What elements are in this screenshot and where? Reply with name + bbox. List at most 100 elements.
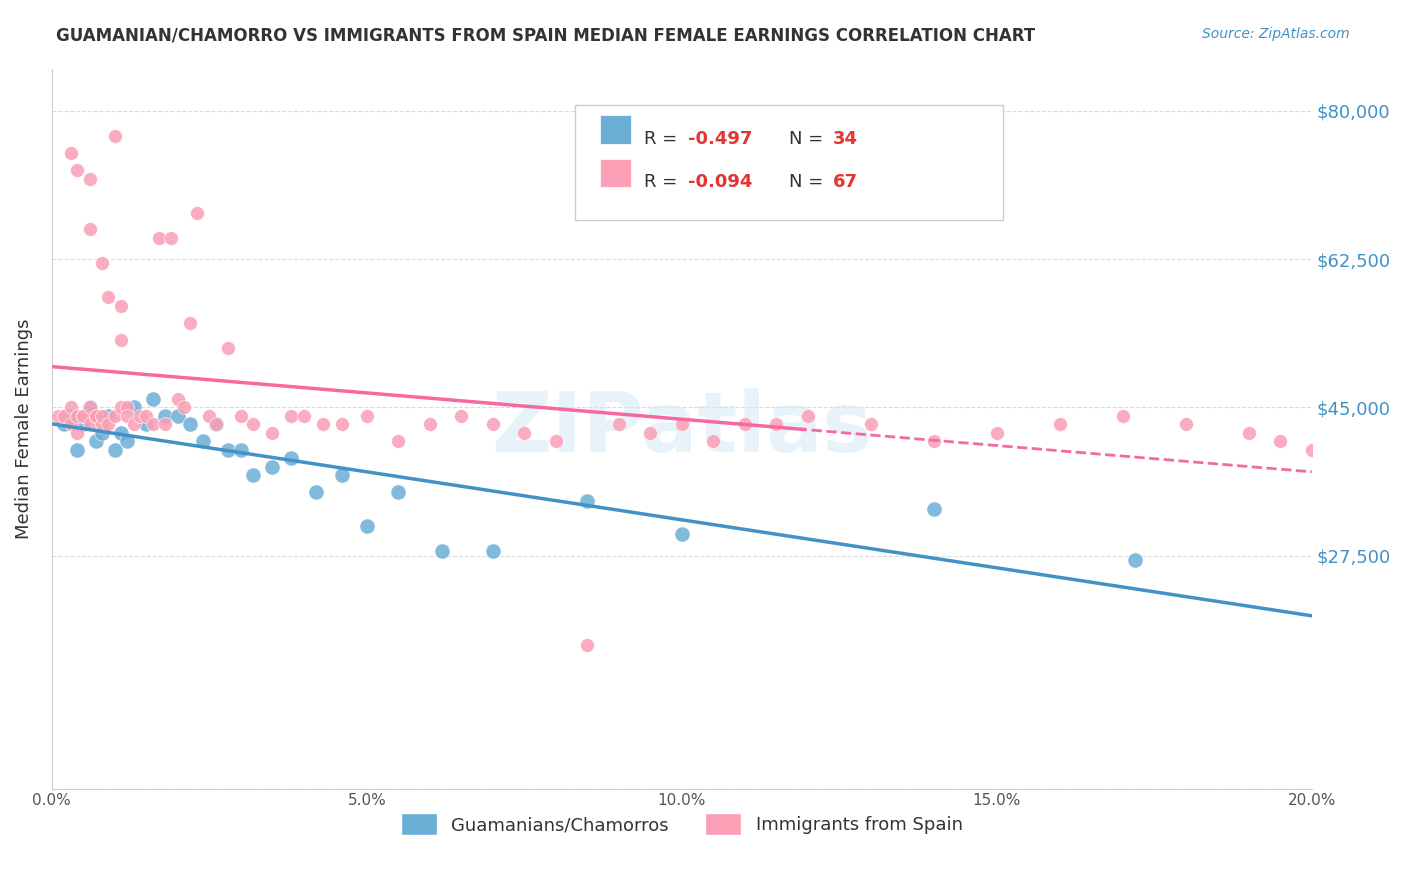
Immigrants from Spain xyxy=(1301,442,1323,457)
Guamanians/Chamorros xyxy=(59,409,82,423)
Guamanians/Chamorros xyxy=(166,409,188,423)
Guamanians/Chamorros xyxy=(72,417,94,432)
Immigrants from Spain xyxy=(142,417,165,432)
Immigrants from Spain xyxy=(129,409,152,423)
Immigrants from Spain xyxy=(153,417,176,432)
Bar xyxy=(600,159,631,187)
Guamanians/Chamorros xyxy=(280,451,302,466)
Immigrants from Spain xyxy=(46,409,69,423)
Immigrants from Spain xyxy=(734,417,756,432)
Immigrants from Spain xyxy=(117,409,139,423)
Guamanians/Chamorros xyxy=(79,401,101,415)
Immigrants from Spain xyxy=(79,171,101,186)
Immigrants from Spain xyxy=(110,401,132,415)
Guamanians/Chamorros xyxy=(117,434,139,449)
Guamanians/Chamorros xyxy=(84,434,107,449)
Immigrants from Spain xyxy=(91,256,114,270)
Immigrants from Spain xyxy=(229,409,252,423)
Immigrants from Spain xyxy=(104,409,127,423)
Immigrants from Spain xyxy=(671,417,693,432)
Immigrants from Spain xyxy=(922,434,945,449)
Immigrants from Spain xyxy=(135,409,157,423)
Text: R =: R = xyxy=(644,173,683,191)
Immigrants from Spain xyxy=(110,333,132,347)
Guamanians/Chamorros xyxy=(97,409,120,423)
Immigrants from Spain xyxy=(97,417,120,432)
Guamanians/Chamorros xyxy=(110,425,132,440)
Immigrants from Spain xyxy=(97,290,120,304)
Immigrants from Spain xyxy=(198,409,221,423)
Text: -0.094: -0.094 xyxy=(688,173,752,191)
Text: 34: 34 xyxy=(832,129,858,148)
Immigrants from Spain xyxy=(166,392,188,406)
Immigrants from Spain xyxy=(173,401,195,415)
Text: N =: N = xyxy=(789,173,830,191)
Immigrants from Spain xyxy=(1237,425,1260,440)
Immigrants from Spain xyxy=(79,401,101,415)
Immigrants from Spain xyxy=(72,409,94,423)
Immigrants from Spain xyxy=(544,434,567,449)
Bar xyxy=(600,115,631,145)
Immigrants from Spain xyxy=(53,409,76,423)
Guamanians/Chamorros xyxy=(142,392,165,406)
Immigrants from Spain xyxy=(262,425,284,440)
Text: R =: R = xyxy=(644,129,683,148)
Immigrants from Spain xyxy=(186,205,208,219)
Immigrants from Spain xyxy=(148,231,170,245)
Y-axis label: Median Female Earnings: Median Female Earnings xyxy=(15,318,32,539)
Guamanians/Chamorros xyxy=(432,544,454,558)
Immigrants from Spain xyxy=(1270,434,1292,449)
Guamanians/Chamorros xyxy=(671,527,693,541)
Immigrants from Spain xyxy=(117,401,139,415)
Immigrants from Spain xyxy=(450,409,472,423)
Guamanians/Chamorros xyxy=(104,442,127,457)
Guamanians/Chamorros xyxy=(481,544,503,558)
Immigrants from Spain xyxy=(72,409,94,423)
Immigrants from Spain xyxy=(79,417,101,432)
Guamanians/Chamorros xyxy=(66,442,89,457)
Immigrants from Spain xyxy=(91,417,114,432)
Immigrants from Spain xyxy=(513,425,536,440)
Immigrants from Spain xyxy=(986,425,1008,440)
Immigrants from Spain xyxy=(702,434,724,449)
Immigrants from Spain xyxy=(312,417,335,432)
Immigrants from Spain xyxy=(59,401,82,415)
Immigrants from Spain xyxy=(122,417,145,432)
FancyBboxPatch shape xyxy=(575,104,1002,219)
Immigrants from Spain xyxy=(66,163,89,178)
Guamanians/Chamorros xyxy=(356,519,378,533)
Guamanians/Chamorros xyxy=(135,417,157,432)
Immigrants from Spain xyxy=(110,299,132,313)
Guamanians/Chamorros xyxy=(53,417,76,432)
Immigrants from Spain xyxy=(387,434,409,449)
Immigrants from Spain xyxy=(1049,417,1071,432)
Guamanians/Chamorros xyxy=(242,468,264,483)
Text: N =: N = xyxy=(789,129,830,148)
Guamanians/Chamorros xyxy=(204,417,226,432)
Immigrants from Spain xyxy=(765,417,787,432)
Immigrants from Spain xyxy=(481,417,503,432)
Immigrants from Spain xyxy=(66,425,89,440)
Immigrants from Spain xyxy=(797,409,820,423)
Immigrants from Spain xyxy=(292,409,315,423)
Guamanians/Chamorros xyxy=(191,434,214,449)
Immigrants from Spain xyxy=(640,425,662,440)
Guamanians/Chamorros xyxy=(91,425,114,440)
Guamanians/Chamorros xyxy=(217,442,239,457)
Immigrants from Spain xyxy=(1174,417,1197,432)
Immigrants from Spain xyxy=(84,409,107,423)
Guamanians/Chamorros xyxy=(153,409,176,423)
Guamanians/Chamorros xyxy=(305,485,328,500)
Immigrants from Spain xyxy=(217,341,239,355)
Text: GUAMANIAN/CHAMORRO VS IMMIGRANTS FROM SPAIN MEDIAN FEMALE EARNINGS CORRELATION C: GUAMANIAN/CHAMORRO VS IMMIGRANTS FROM SP… xyxy=(56,27,1035,45)
Guamanians/Chamorros xyxy=(330,468,353,483)
Immigrants from Spain xyxy=(91,409,114,423)
Guamanians/Chamorros xyxy=(179,417,201,432)
Immigrants from Spain xyxy=(84,409,107,423)
Guamanians/Chamorros xyxy=(122,401,145,415)
Immigrants from Spain xyxy=(330,417,353,432)
Guamanians/Chamorros xyxy=(576,493,599,508)
Immigrants from Spain xyxy=(576,638,599,652)
Legend: Guamanians/Chamorros, Immigrants from Spain: Guamanians/Chamorros, Immigrants from Sp… xyxy=(392,805,972,845)
Immigrants from Spain xyxy=(419,417,441,432)
